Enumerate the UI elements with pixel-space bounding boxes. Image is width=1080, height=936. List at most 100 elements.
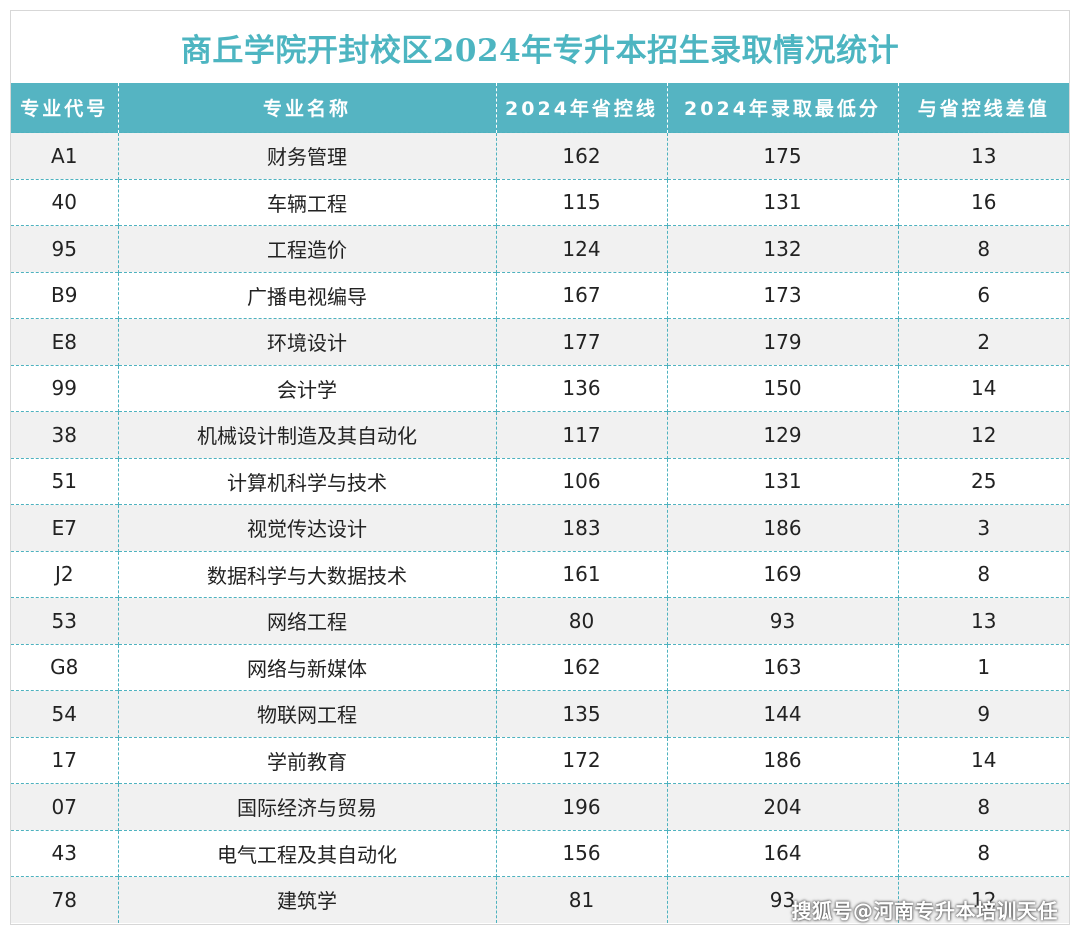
cell-name: 财务管理 — [117, 132, 497, 179]
cell-name: 建筑学 — [117, 876, 497, 923]
cell-min-score: 175 — [666, 132, 899, 179]
cell-name: 工程造价 — [117, 225, 497, 272]
table-row: 07 国际经济与贸易 196 204 8 — [11, 783, 1069, 830]
cell-code: 40 — [11, 178, 119, 226]
cell-code: 43 — [11, 829, 119, 877]
cell-control-line: 162 — [495, 643, 668, 691]
column-header-code: 专业代号 — [11, 83, 119, 133]
cell-name: 国际经济与贸易 — [117, 783, 497, 830]
cell-code: B9 — [11, 271, 119, 319]
cell-name: 广播电视编导 — [117, 271, 497, 319]
cell-control-line: 177 — [495, 318, 668, 365]
table-row: 53 网络工程 80 93 13 — [11, 597, 1069, 644]
cell-code: A1 — [11, 132, 119, 179]
cell-difference: 8 — [897, 783, 1069, 830]
cell-difference: 25 — [897, 457, 1069, 505]
cell-code: E8 — [11, 318, 119, 365]
cell-min-score: 169 — [666, 550, 899, 598]
column-header-name: 专业名称 — [117, 83, 497, 133]
cell-code: 51 — [11, 457, 119, 505]
cell-difference: 2 — [897, 318, 1069, 365]
cell-min-score: 131 — [666, 457, 899, 505]
table-row: E8 环境设计 177 179 2 — [11, 318, 1069, 365]
table-header-row: 专业代号 专业名称 2024年省控线 2024年录取最低分 与省控线差值 — [11, 83, 1069, 133]
cell-control-line: 106 — [495, 457, 668, 505]
cell-min-score: 132 — [666, 225, 899, 272]
cell-code: G8 — [11, 643, 119, 691]
cell-min-score: 129 — [666, 411, 899, 458]
cell-control-line: 167 — [495, 271, 668, 319]
cell-name: 计算机科学与技术 — [117, 457, 497, 505]
page-title: 商丘学院开封校区2024年专升本招生录取情况统计 — [180, 32, 900, 69]
cell-name: 物联网工程 — [117, 690, 497, 737]
table-row: G8 网络与新媒体 162 163 1 — [11, 643, 1069, 691]
table-row: 38 机械设计制造及其自动化 117 129 12 — [11, 411, 1069, 458]
table-row: 51 计算机科学与技术 106 131 25 — [11, 457, 1069, 505]
table-row: J2 数据科学与大数据技术 161 169 8 — [11, 550, 1069, 598]
cell-control-line: 196 — [495, 783, 668, 830]
cell-control-line: 156 — [495, 829, 668, 877]
cell-code: 17 — [11, 736, 119, 784]
cell-name: 学前教育 — [117, 736, 497, 784]
cell-code: 54 — [11, 690, 119, 737]
cell-difference: 12 — [897, 411, 1069, 458]
table-row: B9 广播电视编导 167 173 6 — [11, 271, 1069, 319]
cell-code: E7 — [11, 504, 119, 551]
cell-min-score: 150 — [666, 364, 899, 412]
cell-difference: 6 — [897, 271, 1069, 319]
cell-min-score: 131 — [666, 178, 899, 226]
cell-name: 网络工程 — [117, 597, 497, 644]
cell-name: 数据科学与大数据技术 — [117, 550, 497, 598]
cell-control-line: 172 — [495, 736, 668, 784]
cell-name: 机械设计制造及其自动化 — [117, 411, 497, 458]
cell-difference: 8 — [897, 829, 1069, 877]
cell-min-score: 173 — [666, 271, 899, 319]
table-row: 43 电气工程及其自动化 156 164 8 — [11, 829, 1069, 877]
cell-difference: 14 — [897, 736, 1069, 784]
cell-difference: 14 — [897, 364, 1069, 412]
cell-min-score: 163 — [666, 643, 899, 691]
table-row: 40 车辆工程 115 131 16 — [11, 178, 1069, 226]
cell-difference: 13 — [897, 597, 1069, 644]
cell-control-line: 136 — [495, 364, 668, 412]
cell-name: 电气工程及其自动化 — [117, 829, 497, 877]
cell-code: J2 — [11, 550, 119, 598]
cell-difference: 1 — [897, 643, 1069, 691]
cell-name: 车辆工程 — [117, 178, 497, 226]
cell-min-score: 93 — [666, 597, 899, 644]
cell-min-score: 93 — [666, 876, 899, 923]
cell-min-score: 144 — [666, 690, 899, 737]
cell-difference: 9 — [897, 690, 1069, 737]
title-bar: 商丘学院开封校区2024年专升本招生录取情况统计 — [11, 11, 1069, 83]
cell-difference: 3 — [897, 504, 1069, 551]
column-header-control-line: 2024年省控线 — [495, 83, 668, 133]
cell-control-line: 81 — [495, 876, 668, 923]
cell-control-line: 124 — [495, 225, 668, 272]
watermark: 搜狐号@河南专升本培训天任 — [791, 899, 1058, 923]
cell-control-line: 80 — [495, 597, 668, 644]
cell-min-score: 186 — [666, 736, 899, 784]
table-row: 17 学前教育 172 186 14 — [11, 736, 1069, 784]
table-row: E7 视觉传达设计 183 186 3 — [11, 504, 1069, 551]
cell-difference: 8 — [897, 225, 1069, 272]
table-row: 99 会计学 136 150 14 — [11, 364, 1069, 412]
cell-difference: 8 — [897, 550, 1069, 598]
cell-control-line: 162 — [495, 132, 668, 179]
cell-control-line: 161 — [495, 550, 668, 598]
cell-code: 53 — [11, 597, 119, 644]
cell-control-line: 115 — [495, 178, 668, 226]
cell-control-line: 183 — [495, 504, 668, 551]
table-row: A1 财务管理 162 175 13 — [11, 132, 1069, 179]
table-row: 78 建筑学 81 93 12 — [11, 876, 1069, 923]
cell-control-line: 117 — [495, 411, 668, 458]
cell-difference: 16 — [897, 178, 1069, 226]
cell-difference: 12 — [897, 876, 1069, 923]
cell-code: 38 — [11, 411, 119, 458]
stats-sheet: 商丘学院开封校区2024年专升本招生录取情况统计 专业代号 专业名称 2024年… — [10, 10, 1070, 925]
column-header-min-score: 2024年录取最低分 — [666, 83, 899, 133]
cell-code: 78 — [11, 876, 119, 923]
admission-table: 专业代号 专业名称 2024年省控线 2024年录取最低分 与省控线差值 A1 … — [11, 83, 1069, 923]
cell-min-score: 179 — [666, 318, 899, 365]
cell-min-score: 204 — [666, 783, 899, 830]
cell-min-score: 186 — [666, 504, 899, 551]
